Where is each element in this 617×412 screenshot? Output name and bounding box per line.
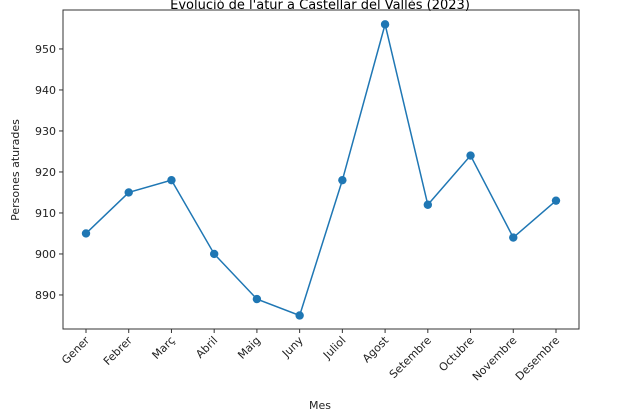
- data-point-gener: [81, 229, 91, 238]
- x-tick: Febrer: [101, 329, 135, 368]
- y-tick-label: 910: [35, 207, 56, 220]
- x-tick-label: Octubre: [436, 334, 476, 374]
- y-tick: 940: [35, 84, 63, 97]
- data-point-juny: [295, 311, 304, 320]
- series-line: [85, 24, 557, 317]
- x-tick: Novembre: [470, 329, 520, 383]
- x-tick: Març: [150, 329, 178, 362]
- x-tick: Abril: [193, 329, 220, 361]
- series-markers: [81, 20, 561, 320]
- x-tick: Gener: [59, 329, 92, 367]
- data-point-febrer: [124, 188, 133, 197]
- y-axis: 890 900 910 920 930 940 950: [35, 43, 63, 302]
- x-tick: Juny: [279, 329, 306, 361]
- data-point-juliol: [338, 175, 347, 185]
- y-tick-label: 930: [35, 125, 56, 138]
- x-tick: Maig: [235, 329, 263, 362]
- data-point-maig: [252, 294, 262, 304]
- x-tick-label: Desembre: [513, 334, 562, 383]
- x-tick-label: Juliol: [320, 334, 348, 362]
- data-point-desembre: [551, 196, 561, 205]
- y-axis-label: Persones aturades: [9, 119, 22, 221]
- x-tick: Setembre: [387, 329, 434, 381]
- data-point-març: [167, 175, 176, 185]
- x-tick: Desembre: [513, 329, 562, 383]
- y-tick: 950: [35, 43, 63, 56]
- y-tick-label: 890: [35, 289, 56, 302]
- y-tick-label: 900: [35, 248, 56, 261]
- data-point-setembre: [423, 200, 433, 209]
- y-tick: 910: [35, 207, 63, 220]
- x-tick-label: Agost: [360, 333, 392, 365]
- x-tick-label: Setembre: [387, 334, 434, 381]
- x-tick-label: Febrer: [101, 334, 135, 368]
- y-tick: 930: [35, 125, 63, 138]
- data-point-octubre: [466, 151, 475, 160]
- y-tick-label: 940: [35, 84, 56, 97]
- data-point-abril: [209, 249, 219, 259]
- x-axis: Gener Febrer Març Abril Maig Juny Juliol AgostS…: [59, 329, 562, 383]
- x-tick-label: Març: [150, 334, 178, 362]
- x-tick: Octubre: [436, 329, 477, 374]
- x-tick-label: Novembre: [470, 334, 520, 384]
- x-tick-label: Maig: [235, 334, 263, 362]
- y-tick-label: 950: [35, 43, 56, 56]
- y-tick-label: 920: [35, 166, 56, 179]
- y-tick: 920: [35, 166, 63, 179]
- y-tick: 890: [35, 289, 63, 302]
- data-point-agost: [380, 20, 390, 29]
- x-tick-label: Gener: [59, 334, 92, 367]
- x-axis-label: Mes: [309, 399, 331, 412]
- chart-title: Evolució de l'atur a Castellar del Vallè…: [170, 0, 470, 13]
- data-point-novembre: [509, 233, 518, 242]
- x-tick-label: Abril: [193, 334, 220, 361]
- plot-area: [62, 9, 580, 330]
- x-tick: Juliol: [320, 329, 348, 362]
- x-tick: Agost: [360, 329, 392, 365]
- y-tick: 900: [35, 248, 63, 261]
- x-tick-label: Juny: [279, 334, 306, 361]
